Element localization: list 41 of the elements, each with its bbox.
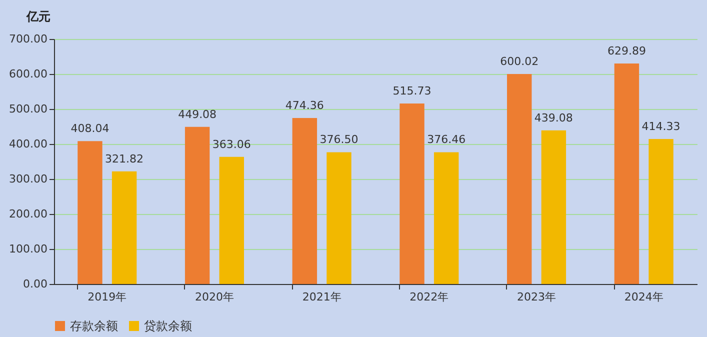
y-tick-label: 700.00 [9, 32, 48, 46]
bar [78, 141, 102, 284]
y-axis-title: 亿元 [26, 10, 50, 24]
bar [112, 171, 137, 284]
data-label: 376.46 [427, 133, 466, 146]
bar [507, 74, 532, 284]
x-tick-label: 2022年 [410, 290, 449, 304]
y-tick-label: 500.00 [9, 102, 48, 116]
bar [219, 156, 244, 284]
data-label: 363.06 [212, 138, 251, 151]
bar [541, 130, 566, 284]
y-tick-label: 0.00 [23, 278, 48, 290]
data-label: 376.50 [320, 133, 358, 146]
legend-label: 存款余额 [70, 319, 118, 333]
data-label: 414.33 [642, 120, 680, 133]
x-tick-label: 2021年 [302, 290, 342, 304]
bar [648, 138, 674, 284]
data-label: 321.82 [105, 152, 144, 166]
x-tick-label: 2019年 [88, 290, 127, 304]
y-tick-label: 100.00 [9, 242, 48, 256]
x-tick-label: 2023年 [517, 290, 556, 304]
y-tick-label: 200.00 [9, 208, 48, 220]
x-tick-label: 2024年 [624, 290, 664, 304]
data-label: 408.04 [70, 122, 110, 136]
legend-label: 贷款余额 [144, 319, 192, 333]
bar [184, 126, 210, 284]
data-label: 600.02 [500, 54, 539, 68]
data-label: 449.08 [178, 108, 217, 121]
y-tick-label: 300.00 [9, 172, 48, 186]
bar [292, 118, 318, 284]
data-label: 474.36 [285, 98, 324, 112]
data-label: 515.73 [392, 84, 432, 98]
bar [614, 64, 640, 284]
y-tick-label: 600.00 [9, 68, 48, 80]
bar [326, 152, 352, 284]
data-label: 439.08 [534, 111, 573, 124]
bar [400, 103, 424, 284]
y-tick-label: 400.00 [9, 138, 48, 150]
x-tick-label: 2020年 [194, 290, 234, 304]
bar [434, 152, 459, 284]
data-label: 629.89 [607, 44, 646, 58]
